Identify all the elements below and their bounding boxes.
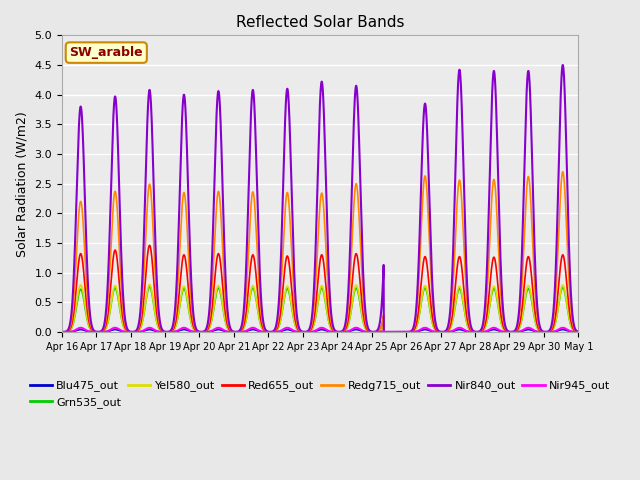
Line: Nir840_out: Nir840_out xyxy=(61,65,579,332)
Nir945_out xyxy=(387,329,394,335)
Legend: Blu475_out, Grn535_out, Yel580_out, Red655_out, Redg715_out, Nir840_out, Nir945_: Blu475_out, Grn535_out, Yel580_out, Red6… xyxy=(25,376,615,412)
Blu475_out xyxy=(564,328,572,334)
Yel580_out xyxy=(278,307,286,312)
Redg715_out xyxy=(256,295,264,301)
Line: Red655_out: Red655_out xyxy=(61,245,579,332)
Title: Reflected Solar Bands: Reflected Solar Bands xyxy=(236,15,404,30)
Nir840_out xyxy=(509,329,516,335)
Redg715_out xyxy=(278,264,286,270)
Nir840_out xyxy=(564,225,572,231)
Blu475_out xyxy=(278,328,286,334)
Grn535_out xyxy=(509,329,516,335)
Redg715_out xyxy=(147,194,155,200)
Nir840_out xyxy=(278,215,286,221)
Grn535_out xyxy=(146,284,154,290)
Red655_out xyxy=(256,312,264,317)
Nir945_out xyxy=(564,327,572,333)
Nir945_out xyxy=(256,328,264,334)
Red655_out xyxy=(387,329,394,335)
Line: Redg715_out: Redg715_out xyxy=(61,172,579,332)
Yel580_out xyxy=(116,310,124,316)
Text: SW_arable: SW_arable xyxy=(70,46,143,59)
Red655_out xyxy=(509,329,516,335)
Nir945_out xyxy=(147,325,155,331)
Blu475_out xyxy=(58,329,65,335)
Yel580_out xyxy=(387,329,394,335)
Redg715_out xyxy=(509,329,516,335)
Nir840_out xyxy=(575,329,582,335)
Grn535_out xyxy=(116,311,124,317)
Blu475_out xyxy=(509,329,516,335)
Grn535_out xyxy=(387,329,394,335)
Nir840_out xyxy=(559,62,566,68)
Nir840_out xyxy=(387,329,394,335)
Redg715_out xyxy=(116,272,124,277)
Line: Yel580_out: Yel580_out xyxy=(61,285,579,332)
Redg715_out xyxy=(58,329,65,335)
Blu475_out xyxy=(147,327,155,333)
Yel580_out xyxy=(575,329,582,335)
Redg715_out xyxy=(559,169,566,175)
Red655_out xyxy=(146,242,154,248)
Grn535_out xyxy=(575,329,582,335)
Blu475_out xyxy=(559,327,566,333)
Red655_out xyxy=(148,252,156,257)
Blu475_out xyxy=(256,328,264,334)
Blu475_out xyxy=(575,329,582,335)
Line: Nir945_out: Nir945_out xyxy=(61,328,579,332)
Line: Grn535_out: Grn535_out xyxy=(61,287,579,332)
Yel580_out xyxy=(509,329,516,335)
Nir945_out xyxy=(559,325,566,331)
Nir945_out xyxy=(575,329,582,335)
Nir945_out xyxy=(509,329,516,335)
Nir945_out xyxy=(116,327,124,333)
Nir840_out xyxy=(147,108,155,114)
Grn535_out xyxy=(148,288,156,294)
Nir945_out xyxy=(58,329,65,335)
Yel580_out xyxy=(256,319,264,324)
Yel580_out xyxy=(564,311,572,317)
Yel580_out xyxy=(148,287,156,292)
Grn535_out xyxy=(278,308,286,313)
Blu475_out xyxy=(116,328,124,334)
Nir840_out xyxy=(256,270,264,276)
Redg715_out xyxy=(387,329,394,335)
Grn535_out xyxy=(256,319,264,325)
Blu475_out xyxy=(387,329,394,335)
Grn535_out xyxy=(58,329,65,335)
Red655_out xyxy=(564,299,572,305)
Redg715_out xyxy=(575,329,582,335)
Red655_out xyxy=(58,329,65,335)
Redg715_out xyxy=(564,267,572,273)
Y-axis label: Solar Radiation (W/m2): Solar Radiation (W/m2) xyxy=(16,111,29,256)
Line: Blu475_out: Blu475_out xyxy=(61,330,579,332)
Yel580_out xyxy=(146,282,154,288)
Red655_out xyxy=(116,296,124,301)
Nir945_out xyxy=(278,327,286,333)
Red655_out xyxy=(278,292,286,298)
Nir840_out xyxy=(58,329,65,335)
Nir840_out xyxy=(116,233,124,239)
Yel580_out xyxy=(58,329,65,335)
Grn535_out xyxy=(564,312,572,317)
Red655_out xyxy=(575,329,582,335)
